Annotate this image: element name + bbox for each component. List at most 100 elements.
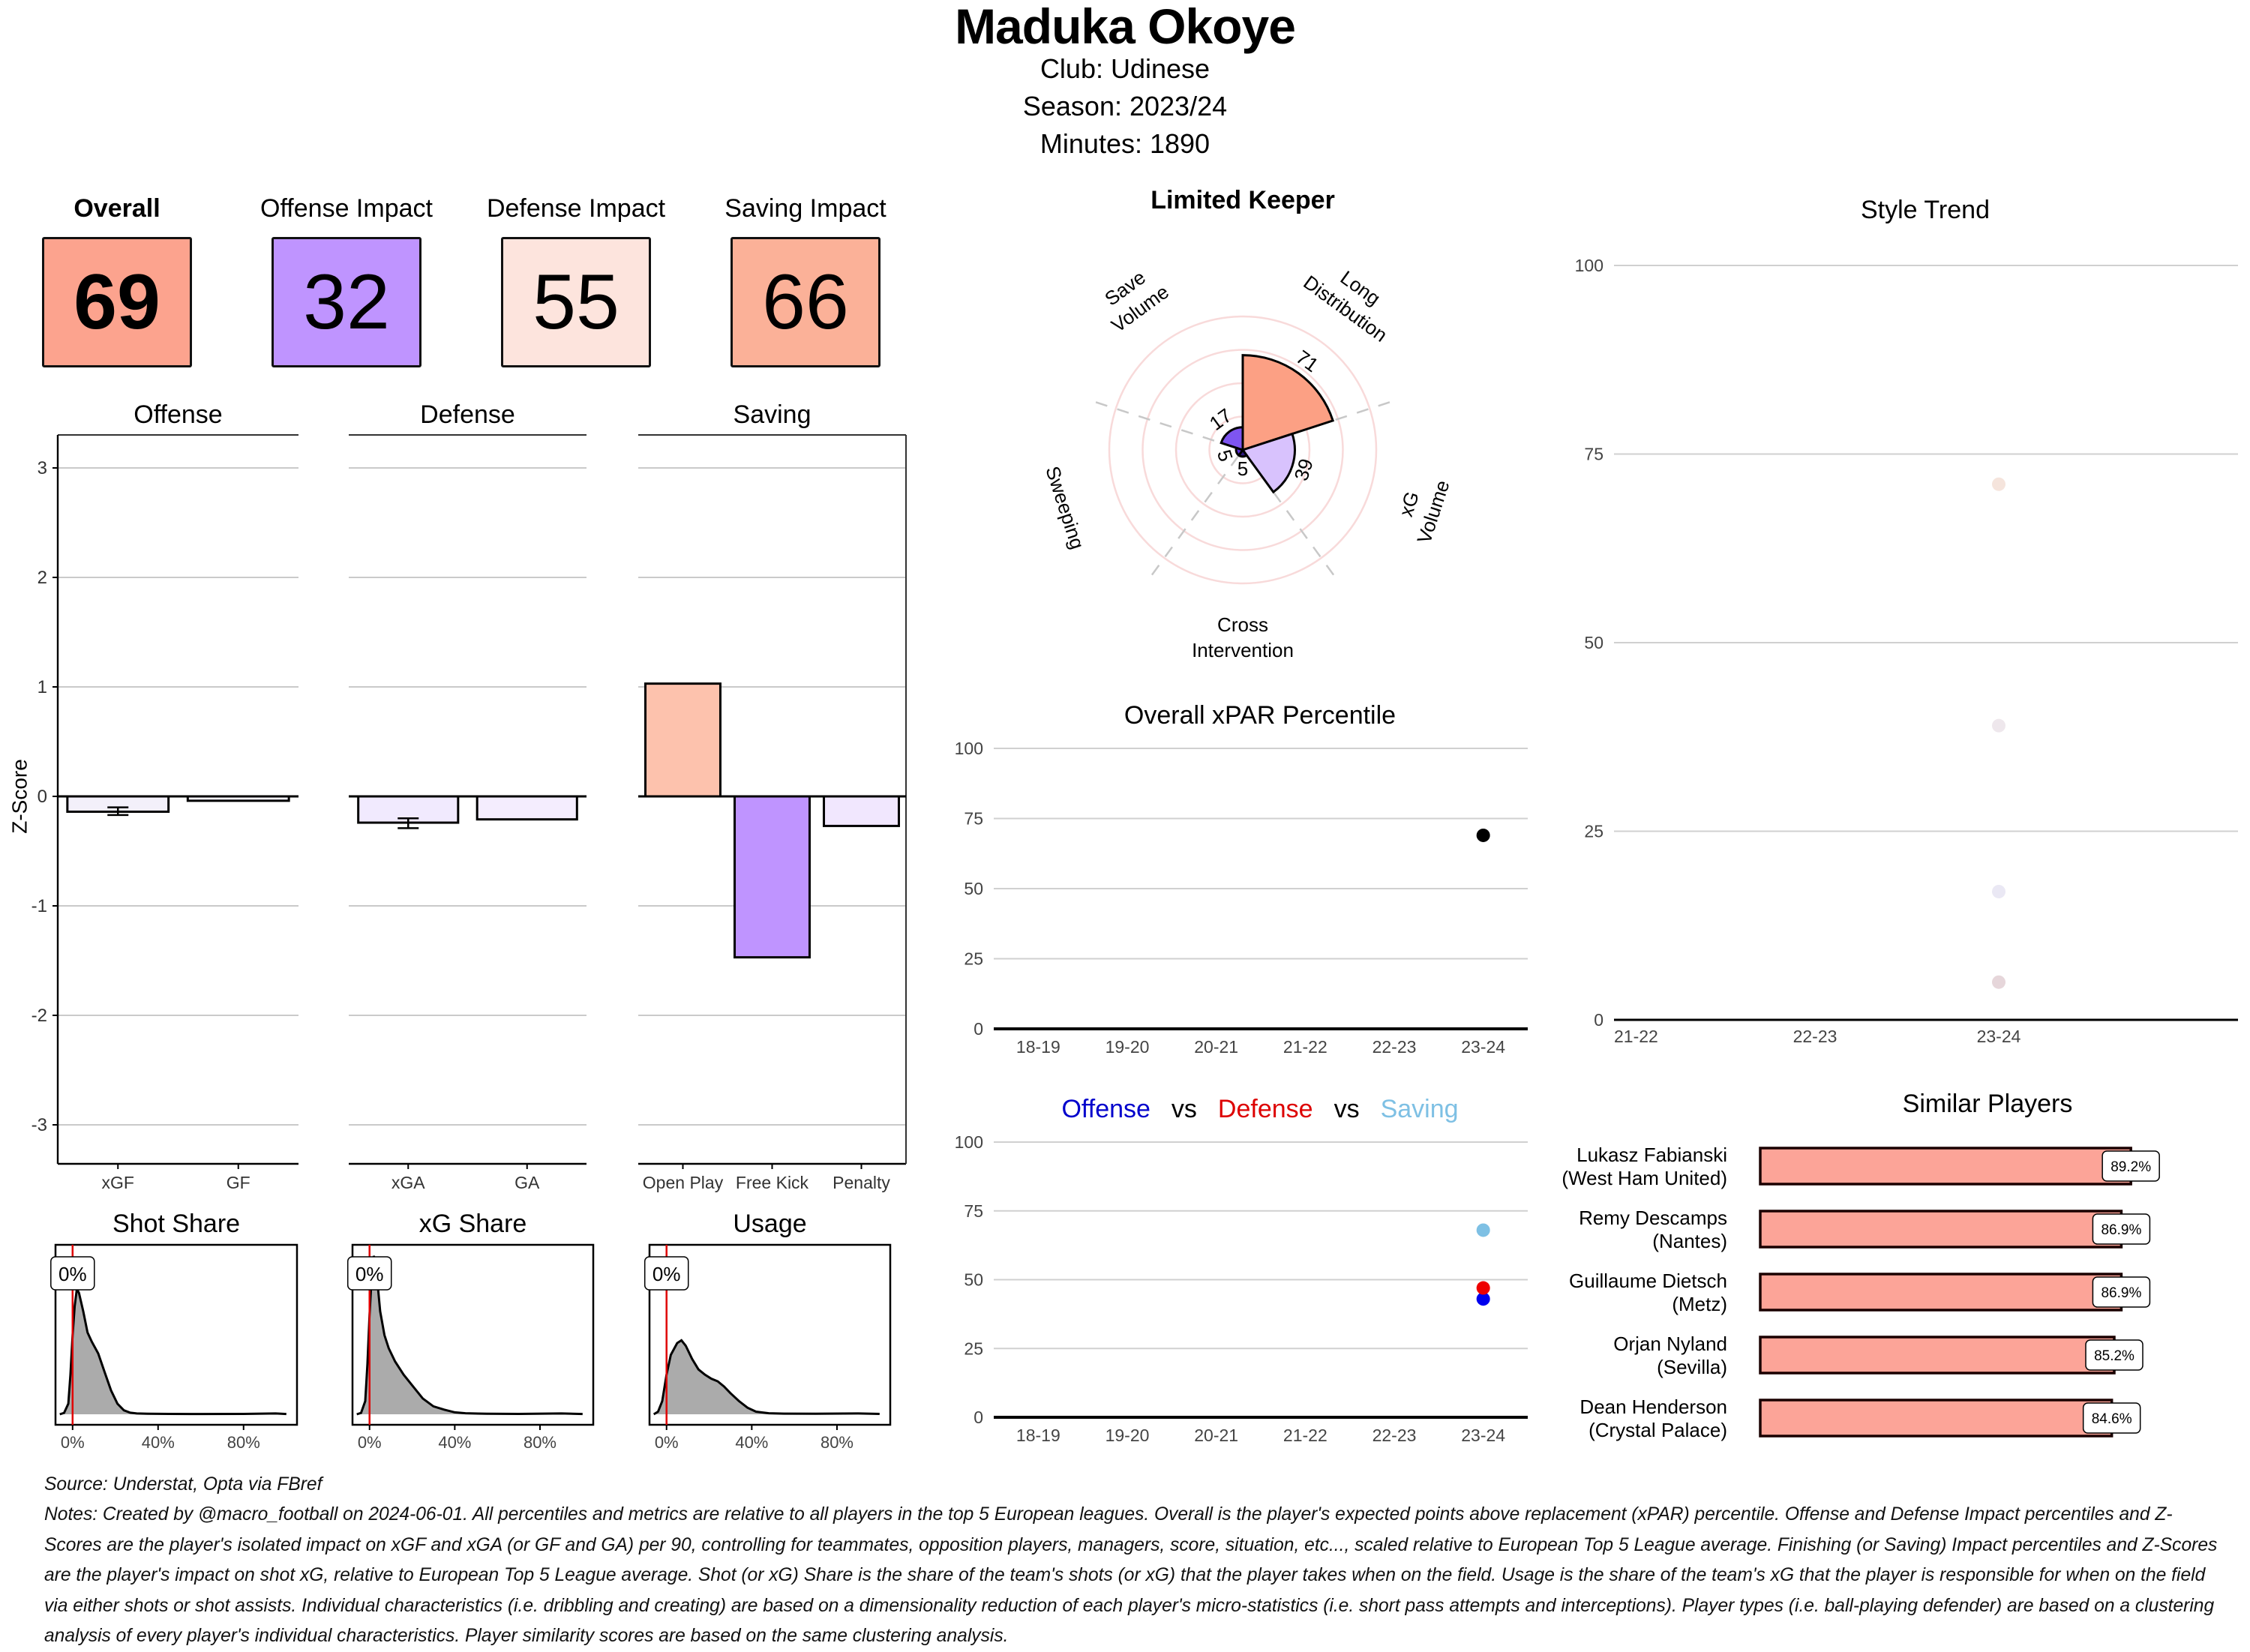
x-tick-label: 80% xyxy=(820,1433,854,1452)
player-name-title: Maduka Okoye xyxy=(955,0,1296,54)
similar-player-row: Remy Descamps(Nantes) 86.9% xyxy=(1579,1207,2151,1252)
y-tick-label: 25 xyxy=(964,1339,983,1358)
x-tick-label: 18-19 xyxy=(1016,1426,1060,1445)
radar-spoke xyxy=(1095,401,1236,449)
x-tick-label: 0% xyxy=(358,1433,382,1452)
zscore-panel-title: Saving xyxy=(734,400,812,429)
radar-sector-save-volume xyxy=(1220,426,1244,452)
similarity-label-box xyxy=(2085,1339,2144,1371)
y-tick-label: 50 xyxy=(1584,633,1604,652)
density-panel-usage: Usage 0% 0% 40% 80% xyxy=(644,1210,892,1452)
x-tick-label: 80% xyxy=(227,1433,260,1452)
style-trend-title: Style Trend xyxy=(1861,196,1990,224)
x-tick-label: 22-23 xyxy=(1793,1027,1838,1046)
similar-player-club: (Metz) xyxy=(1672,1293,1727,1315)
similarity-label-box xyxy=(2082,1402,2141,1434)
density-panel-xg-share: xG Share 0% 0% 40% 80% xyxy=(346,1210,595,1452)
x-tick-label: GF xyxy=(226,1173,250,1192)
density-panel-title: xG Share xyxy=(419,1210,527,1238)
ods-title-defense: Defense xyxy=(1218,1095,1313,1123)
similar-player-name: Lukasz Fabianski xyxy=(1576,1144,1727,1166)
x-tick-label: 23-24 xyxy=(1977,1027,2021,1046)
radar-value-label: 5 xyxy=(1238,457,1248,480)
zscore-panel-offense: Offense 3 2 1 0 -1 -2 -3 xGF GF xyxy=(32,400,298,1192)
radar-ring xyxy=(1142,349,1344,551)
bar-penalty xyxy=(823,795,900,827)
y-tick-label: -3 xyxy=(32,1115,47,1135)
x-tick-label: 19-20 xyxy=(1106,1037,1150,1057)
x-tick-label: 40% xyxy=(735,1433,768,1452)
ods-title-offense: Offense xyxy=(1061,1095,1150,1123)
x-tick-label: GA xyxy=(514,1173,540,1192)
minutes-label: Minutes: 1890 xyxy=(1040,128,1210,159)
similarity-label: 84.6% xyxy=(2092,1411,2132,1427)
overall-score-box: 69 xyxy=(42,237,192,367)
x-tick-label: 21-22 xyxy=(1283,1426,1328,1445)
similarity-label-box xyxy=(2102,1150,2160,1182)
marker-label-box xyxy=(644,1256,689,1291)
zscore-axis-label: Z-Score xyxy=(8,759,31,834)
y-tick-label: 75 xyxy=(964,809,983,829)
marker-label: 0% xyxy=(652,1263,681,1285)
ods-title: Offense vs Defense vs Saving xyxy=(1061,1095,1458,1123)
radar-spoke xyxy=(1150,455,1240,576)
radar-category-label-line: Volume xyxy=(1412,478,1454,547)
x-tick-label: Penalty xyxy=(832,1173,890,1192)
marker-label-box xyxy=(50,1256,95,1291)
y-tick-label: 100 xyxy=(955,739,983,758)
x-tick-label: 21-22 xyxy=(1283,1037,1328,1057)
ods-title-vs-2: vs xyxy=(1334,1095,1360,1123)
x-tick-label: 19-20 xyxy=(1106,1426,1150,1445)
zscore-panel-defense: Defense xGA GA xyxy=(349,400,586,1192)
similar-player-row: Guillaume Dietsch(Metz) 86.9% xyxy=(1569,1270,2151,1315)
y-tick-label: 25 xyxy=(1584,822,1604,841)
similar-player-club: (West Ham United) xyxy=(1562,1167,1727,1189)
radar-category-label: xGVolume xyxy=(1388,469,1454,546)
data-point-overall xyxy=(1476,828,1490,842)
similarity-bar xyxy=(1759,1336,2116,1375)
overall-score-value: 69 xyxy=(74,259,160,346)
x-tick-label: 40% xyxy=(438,1433,471,1452)
similar-player-name: Dean Henderson xyxy=(1580,1396,1727,1418)
similarity-label-box xyxy=(2092,1276,2151,1308)
x-tick-label: 80% xyxy=(524,1433,556,1452)
x-tick-label: 23-24 xyxy=(1461,1426,1505,1445)
radar-ring xyxy=(1108,315,1378,585)
similar-player-row: Lukasz Fabianski(West Ham United) 89.2% xyxy=(1562,1144,2160,1189)
y-tick-label: -1 xyxy=(32,896,47,916)
data-point-xg-volume xyxy=(1992,718,2006,733)
data-point-saving xyxy=(1476,1223,1490,1237)
bar-ga xyxy=(476,795,578,821)
radar-category-label-line: xG xyxy=(1394,489,1424,520)
season-label: Season: 2023/24 xyxy=(1022,91,1228,121)
x-tick-label: 21-22 xyxy=(1614,1027,1658,1046)
density-area xyxy=(653,1340,880,1414)
similar-player-club: (Crystal Palace) xyxy=(1588,1419,1727,1441)
radar-category-label: LongDistribution xyxy=(1300,250,1407,346)
radar-category-label: Sweeping xyxy=(1041,463,1089,552)
offense-impact-score-box: 32 xyxy=(272,237,422,367)
xpar-percentile-chart: Overall xPAR Percentile 0 25 50 75 100 18-19 1… xyxy=(955,701,1528,1057)
data-point-defense xyxy=(1476,1281,1490,1295)
similarity-bar xyxy=(1759,1399,2114,1438)
x-tick-label: 20-21 xyxy=(1194,1037,1238,1057)
similar-player-row: Dean Henderson(Crystal Palace) 84.6% xyxy=(1580,1396,2141,1441)
y-tick-label: 0 xyxy=(38,787,47,807)
radar-sector-long-distribution xyxy=(1241,354,1335,452)
x-tick-label: 23-24 xyxy=(1461,1037,1505,1057)
data-point-long-distribution xyxy=(1992,477,2006,491)
y-tick-label: 0 xyxy=(974,1408,983,1427)
similarity-bar xyxy=(1759,1210,2123,1249)
x-tick-label: 0% xyxy=(61,1433,85,1452)
density-line xyxy=(652,1339,880,1416)
y-tick-label: 50 xyxy=(964,879,983,898)
x-tick-label: Free Kick xyxy=(736,1173,809,1192)
offense-impact-label: Offense Impact xyxy=(260,194,433,223)
x-tick-label: 22-23 xyxy=(1372,1037,1417,1057)
defense-impact-score-value: 55 xyxy=(532,259,620,346)
density-area xyxy=(59,1288,286,1414)
notes-text: Notes: Created by @macro_football on 202… xyxy=(44,1504,2218,1646)
similarity-label: 86.9% xyxy=(2101,1222,2141,1238)
